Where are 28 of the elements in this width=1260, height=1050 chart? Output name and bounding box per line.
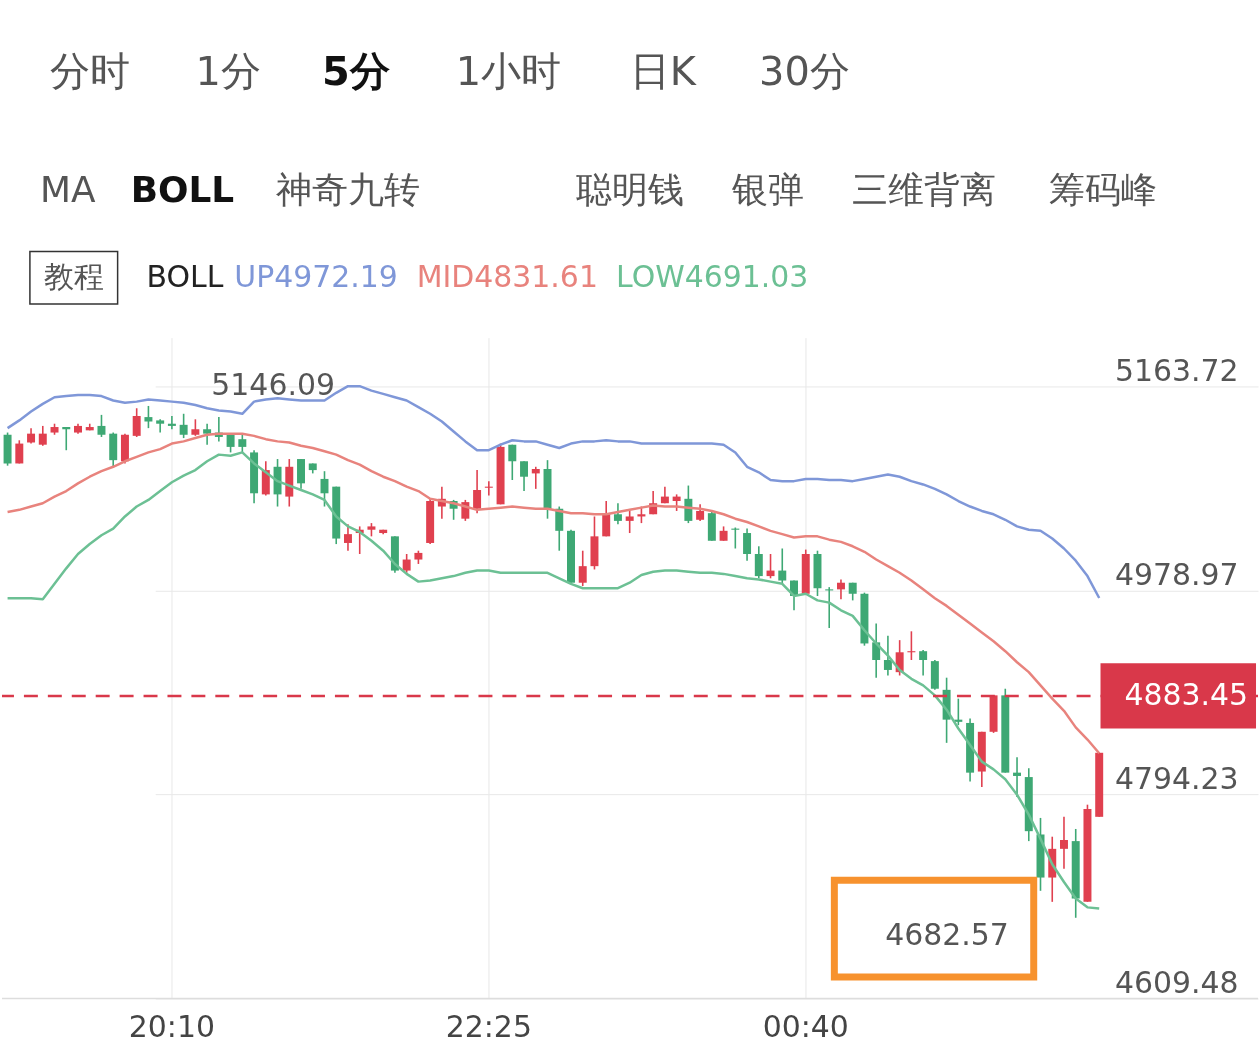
text: 银弹 (730, 169, 804, 211)
x-tick-label: 20:10 (128, 1008, 215, 1044)
text: 教程 (43, 258, 104, 294)
text: 分时 (49, 48, 130, 95)
text: LOW4691.03 (616, 258, 809, 294)
text: 筹码峰 (1048, 169, 1157, 211)
text: 5分 (322, 48, 390, 95)
text: 聪明钱 (576, 169, 684, 211)
legend-title: BOLL (146, 258, 224, 294)
x-tick-label: 00:40 (762, 1008, 849, 1044)
text: 1分 (195, 48, 261, 95)
text: MA (40, 169, 96, 211)
annotation: 4682.57 (885, 916, 1009, 952)
ref-line-label: 4883.45 (1124, 676, 1249, 712)
y-tick-label: 4609.48 (1114, 965, 1239, 1000)
text: MID4831.61 (416, 258, 598, 294)
y-tick-label: 4794.23 (1114, 761, 1239, 796)
text: 神奇九转 (275, 169, 420, 211)
text: 1小时 (455, 48, 562, 95)
y-tick-label: 4978.97 (1114, 557, 1239, 592)
text: 三维背离 (852, 169, 997, 211)
text: BOLL (130, 169, 235, 211)
text: UP4972.19 (234, 258, 398, 294)
text: 日K (629, 48, 697, 95)
x-tick-label: 22:25 (445, 1008, 532, 1044)
text: 30分 (759, 48, 850, 95)
annotation: 5146.09 (211, 367, 335, 403)
y-tick-label: 5163.72 (1114, 353, 1239, 388)
